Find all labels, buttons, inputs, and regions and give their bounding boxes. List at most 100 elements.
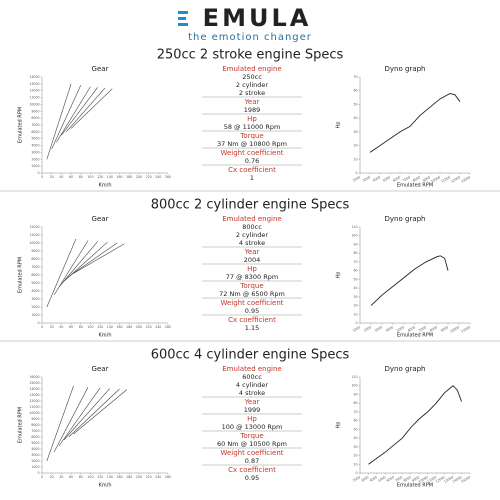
- y-tick-label: 13000: [29, 82, 39, 86]
- x-tick-label: 4000: [385, 325, 394, 333]
- x-tick-label: 240: [155, 325, 161, 329]
- y-tick-label: 0: [37, 321, 39, 325]
- section-title: 800cc 2 cylinder engine Specs: [151, 198, 350, 213]
- x-tick-label: 80: [79, 175, 83, 179]
- y-tick-label: 40: [353, 286, 357, 290]
- y-tick-label: 3000: [31, 150, 39, 154]
- x-tick-label: 3000: [374, 325, 383, 333]
- x-tick-label: 20: [50, 325, 54, 329]
- x-tick-label: 5000: [382, 175, 391, 183]
- y-tick-label: 5000: [31, 281, 39, 285]
- spec-label: Cx coefficient: [228, 466, 276, 474]
- gear-line: [46, 238, 77, 308]
- spec-label: Year: [244, 98, 260, 106]
- x-tick-label: 11000: [460, 325, 471, 334]
- x-tick-label: 100: [87, 325, 93, 329]
- y-tick-label: 100: [351, 234, 357, 238]
- x-tick-label: 5000: [377, 475, 386, 483]
- y-tick-label: 20: [353, 144, 357, 148]
- y-tick-label: 0: [37, 171, 39, 175]
- x-tick-label: 10000: [430, 175, 441, 184]
- x-tick-label: 260: [165, 475, 171, 479]
- x-tick-label: 180: [126, 175, 132, 179]
- y-tick-label: 70: [353, 260, 357, 264]
- x-tick-label: 120: [97, 175, 103, 179]
- x-tick-label: 0: [41, 325, 43, 329]
- x-tick-label: 60: [69, 475, 73, 479]
- spec-label: Emulated engine: [222, 65, 282, 73]
- y-tick-label: 4000: [31, 289, 39, 293]
- x-tick-label: 4000: [372, 175, 381, 183]
- x-tick-label: 11000: [426, 475, 437, 484]
- spec-value: 0.95: [245, 474, 259, 482]
- y-tick-label: 8000: [31, 257, 39, 261]
- y-tick-label: 8000: [31, 116, 39, 120]
- y-tick-label: 30: [353, 445, 357, 449]
- spec-value: 37 Nm @ 10800 Rpm: [217, 140, 287, 148]
- y-tick-label: 9000: [31, 109, 39, 113]
- gear-line: [68, 388, 120, 438]
- x-tick-label: 40: [59, 175, 63, 179]
- y-tick-label: 0: [355, 321, 357, 325]
- y-tick-label: 7000: [31, 123, 39, 127]
- x-tick-label: 260: [165, 325, 171, 329]
- x-tick-label: 100: [87, 475, 93, 479]
- spec-value: 1989: [244, 106, 261, 114]
- x-tick-label: 200: [136, 325, 142, 329]
- spec-label: Hp: [247, 115, 257, 123]
- x-tick-label: 40: [59, 325, 63, 329]
- gear-line: [56, 86, 91, 143]
- spec-label: Weight coefficient: [220, 449, 283, 457]
- x-tick-label: 12000: [450, 175, 461, 184]
- x-tick-label: 10000: [449, 325, 460, 334]
- x-tick-label: 6000: [386, 475, 395, 483]
- y-axis-label: Emulated RPM: [18, 107, 24, 143]
- x-tick-label: 220: [146, 325, 152, 329]
- y-tick-label: 12000: [29, 399, 39, 403]
- x-tick-label: 120: [97, 475, 103, 479]
- x-axis-label: Emulated RPM: [397, 183, 433, 189]
- x-tick-label: 8000: [412, 175, 421, 183]
- spec-value: 4 cylinder: [236, 381, 268, 389]
- x-tick-label: 1000: [352, 325, 361, 333]
- x-tick-label: 140: [107, 175, 113, 179]
- x-tick-label: 3000: [360, 475, 369, 483]
- tagline: the emotion changer: [188, 32, 312, 43]
- spec-value: 100 @ 13000 Rpm: [222, 423, 283, 431]
- x-tick-label: 15000: [460, 475, 471, 484]
- spec-value: 2 stroke: [239, 89, 265, 97]
- x-tick-label: 7000: [402, 175, 411, 183]
- y-tick-label: 6000: [31, 130, 39, 134]
- y-tick-label: 70: [353, 410, 357, 414]
- spec-value: 0.76: [245, 157, 259, 165]
- y-tick-label: 70: [353, 75, 357, 79]
- y-tick-label: 2000: [31, 305, 39, 309]
- x-tick-label: 260: [165, 175, 171, 179]
- section-title: 250cc 2 stroke engine Specs: [157, 48, 344, 63]
- spec-value: 60 Nm @ 10500 Rpm: [217, 440, 287, 448]
- x-tick-label: 200: [136, 475, 142, 479]
- x-tick-label: 180: [126, 325, 132, 329]
- spec-label: Weight coefficient: [220, 149, 283, 157]
- x-tick-label: 60: [69, 175, 73, 179]
- y-tick-label: 50: [353, 427, 357, 431]
- x-tick-label: 100: [87, 175, 93, 179]
- chart-title: Gear: [92, 65, 109, 73]
- dyno-curve: [369, 92, 461, 153]
- y-tick-label: 8000: [31, 423, 39, 427]
- x-tick-label: 12000: [435, 475, 446, 484]
- gear-line: [53, 387, 89, 453]
- spec-value: 4 stroke: [239, 389, 265, 397]
- x-tick-label: 40: [59, 475, 63, 479]
- y-tick-label: 90: [353, 242, 357, 246]
- spec-label: Year: [244, 398, 260, 406]
- x-tick-label: 0: [41, 175, 43, 179]
- y-tick-label: 11000: [29, 96, 39, 100]
- x-tick-label: 80: [79, 475, 83, 479]
- gear-line: [58, 387, 101, 447]
- gear-line: [46, 83, 72, 160]
- y-tick-label: 11000: [29, 233, 39, 237]
- x-tick-label: 0: [41, 475, 43, 479]
- x-tick-label: 2000: [363, 325, 372, 333]
- y-tick-label: 110: [351, 375, 357, 379]
